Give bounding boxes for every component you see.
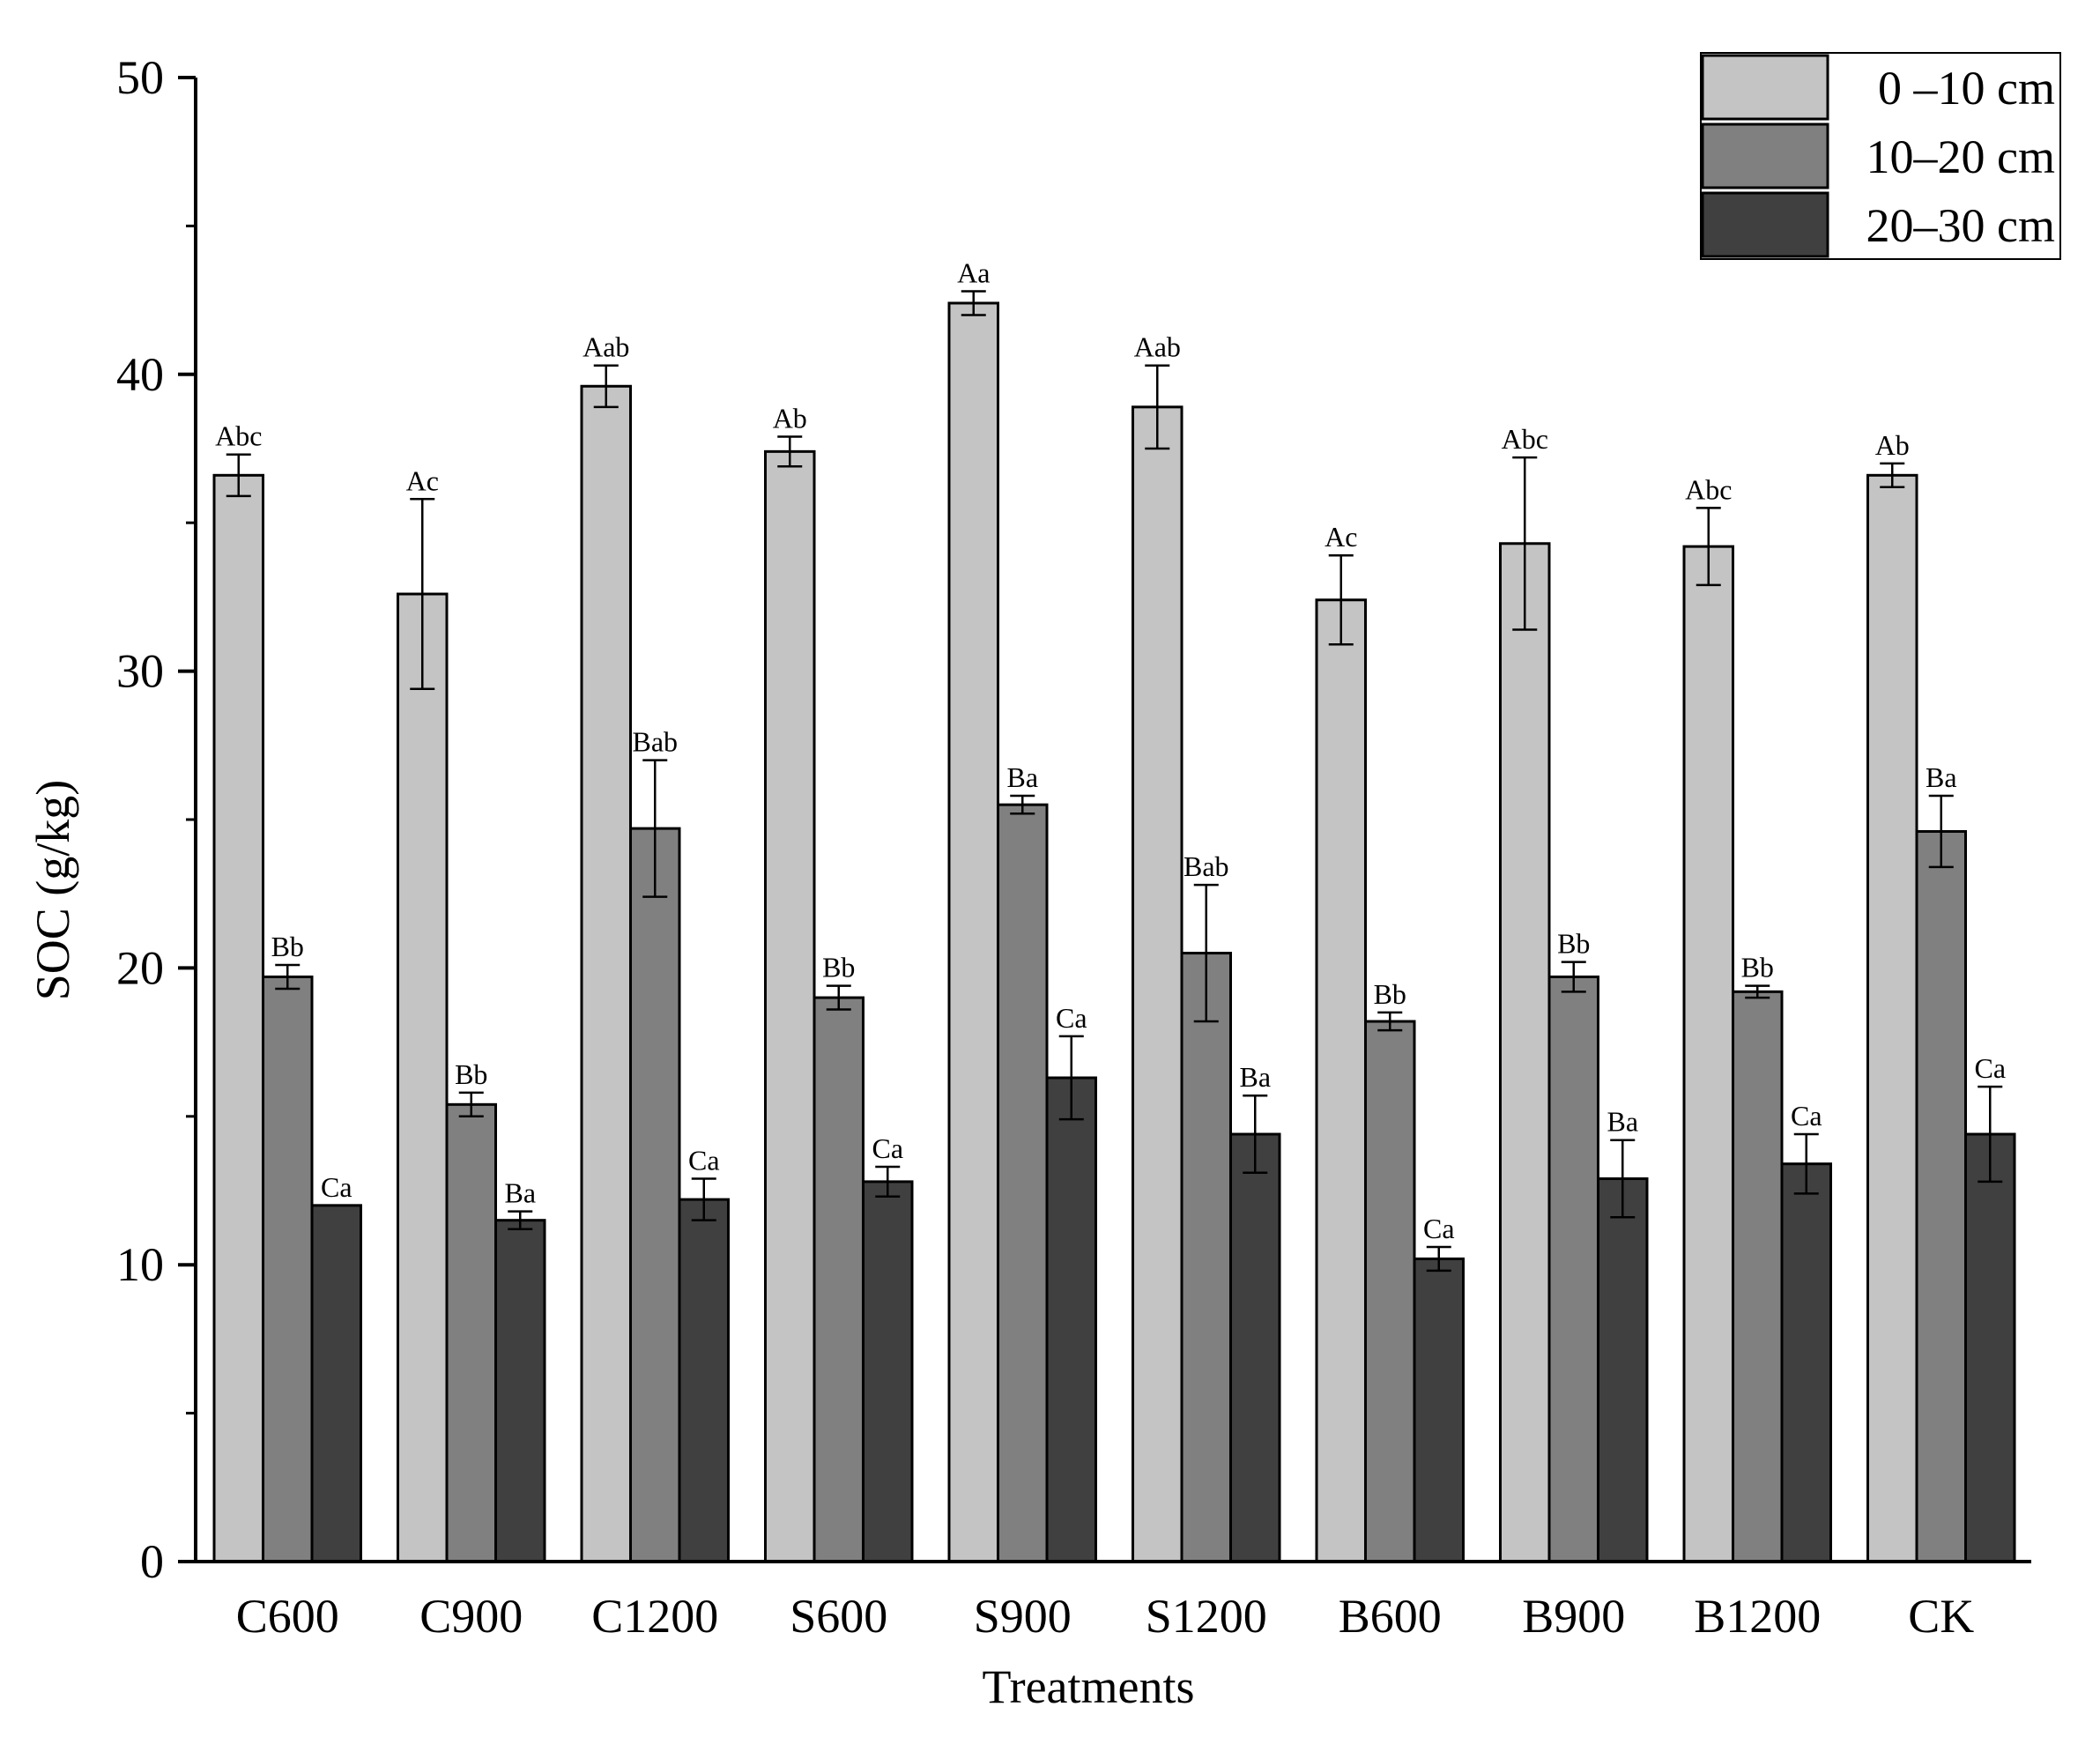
sig-label-B900-series2: Ba	[1607, 1106, 1638, 1138]
bar-C600-series0	[212, 473, 264, 1563]
bar-C600-series2	[310, 1204, 362, 1563]
sig-label-C900-series0: Ac	[406, 464, 439, 496]
y-tick-label-30: 30	[116, 645, 164, 698]
x-tick-label-B900: B900	[1522, 1590, 1625, 1643]
x-axis-title: Treatments	[983, 1660, 1195, 1713]
bar-B600-series1	[1364, 1020, 1416, 1563]
bar-S1200-series0	[1132, 405, 1184, 1563]
bar-B600-series2	[1413, 1257, 1465, 1563]
bar-S900-series1	[997, 803, 1049, 1563]
bar-B1200-series1	[1732, 990, 1784, 1563]
y-tick-label-20: 20	[116, 941, 164, 994]
sig-label-CK-series1: Ba	[1926, 761, 1957, 793]
y-axis-title: SOC (g/kg)	[26, 780, 79, 1001]
bar-S600-series0	[764, 449, 816, 1563]
sig-label-S600-series2: Ca	[872, 1132, 903, 1164]
x-tick-label-S600: S600	[790, 1590, 887, 1643]
bar-CK-series1	[1915, 829, 1967, 1563]
bar-B900-series2	[1597, 1177, 1649, 1563]
sig-label-C600-series2: Ca	[321, 1171, 352, 1203]
sig-label-B600-series1: Bb	[1374, 978, 1406, 1010]
bar-B1200-series2	[1780, 1162, 1832, 1563]
bar-B900-series0	[1499, 542, 1551, 1563]
sig-label-B600-series2: Ca	[1423, 1213, 1455, 1244]
sig-label-C1200-series0: Aab	[583, 331, 629, 363]
bar-C900-series0	[397, 592, 449, 1563]
sig-label-C600-series0: Abc	[215, 420, 262, 452]
bar-C1200-series2	[678, 1198, 730, 1563]
bar-C900-series2	[494, 1219, 546, 1563]
legend-label-series1: 10–20 cm	[1866, 130, 2055, 183]
sig-label-B1200-series1: Bb	[1741, 952, 1774, 983]
sig-label-S900-series1: Ba	[1006, 761, 1038, 793]
sig-label-S600-series1: Bb	[822, 952, 855, 983]
bar-CK-series0	[1866, 473, 1918, 1563]
sig-label-B900-series1: Bb	[1557, 928, 1590, 960]
x-tick-label-B600: B600	[1339, 1590, 1442, 1643]
sig-label-S1200-series0: Aab	[1134, 331, 1181, 363]
y-tick-label-40: 40	[116, 348, 164, 401]
x-tick-label-B1200: B1200	[1694, 1590, 1821, 1643]
legend: 0 –10 cm 10–20 cm 20–30 cm	[1700, 52, 2061, 260]
legend-swatch-series2	[1701, 191, 1829, 258]
bar-B600-series0	[1315, 598, 1367, 1563]
y-tick-label-50: 50	[116, 51, 164, 104]
legend-label-series0: 0 –10 cm	[1878, 62, 2055, 115]
bar-S1200-series2	[1229, 1132, 1281, 1563]
legend-swatch-series1	[1701, 122, 1829, 189]
sig-label-C900-series1: Bb	[455, 1058, 487, 1090]
sig-label-CK-series2: Ca	[1974, 1052, 2006, 1084]
legend-swatch-series0	[1701, 54, 1829, 121]
x-tick-label-S900: S900	[974, 1590, 1072, 1643]
sig-label-C600-series1: Bb	[271, 931, 304, 962]
x-tick-label-CK: CK	[1908, 1590, 1974, 1643]
axes-layer: C600 C900 C1200 S600 S900 S1200 B600 B900 B1200 C…	[116, 51, 2031, 1643]
sig-label-B1200-series2: Ca	[1791, 1100, 1822, 1132]
bar-S900-series2	[1045, 1076, 1097, 1563]
sig-label-C1200-series1: Bab	[632, 726, 678, 758]
legend-label-series2: 20–30 cm	[1866, 199, 2055, 252]
sig-label-S900-series2: Ca	[1056, 1002, 1087, 1034]
sig-label-C1200-series2: Ca	[688, 1145, 720, 1176]
bar-S900-series0	[947, 301, 999, 1563]
sig-label-S1200-series2: Ba	[1239, 1061, 1271, 1093]
bar-C600-series1	[262, 976, 314, 1563]
bar-C1200-series1	[629, 827, 681, 1563]
x-tick-label-C600: C600	[236, 1590, 339, 1643]
x-tick-label-C1200: C1200	[591, 1590, 718, 1643]
bar-S1200-series1	[1180, 952, 1232, 1563]
x-tick-label-S1200: S1200	[1146, 1590, 1267, 1643]
y-tick-label-0: 0	[140, 1535, 164, 1588]
sig-label-S1200-series1: Bab	[1184, 850, 1229, 882]
bar-CK-series2	[1964, 1132, 2016, 1563]
x-tick-label-C900: C900	[419, 1590, 523, 1643]
sig-label-C900-series2: Ba	[504, 1177, 536, 1209]
bar-C900-series1	[445, 1102, 497, 1563]
sig-label-S600-series0: Ab	[773, 403, 807, 434]
bar-S600-series1	[813, 996, 864, 1563]
sig-label-CK-series0: Ab	[1875, 429, 1910, 461]
bar-S600-series2	[862, 1180, 914, 1563]
bar-B1200-series0	[1682, 545, 1734, 1563]
sig-label-B600-series0: Ac	[1325, 521, 1357, 553]
sig-label-B900-series0: Abc	[1502, 423, 1548, 455]
y-tick-label-10: 10	[116, 1238, 164, 1291]
sig-label-B1200-series0: Abc	[1685, 473, 1732, 505]
bar-B900-series1	[1547, 976, 1599, 1563]
sig-label-S900-series0: Aa	[957, 256, 990, 288]
bar-C1200-series0	[580, 384, 632, 1563]
bars-layer: Abc Bb Ca Ac Bb Ba Aab Bab Ca Ab Bb Ca Aa Ba Ca Aab Bab B…	[212, 256, 2016, 1563]
